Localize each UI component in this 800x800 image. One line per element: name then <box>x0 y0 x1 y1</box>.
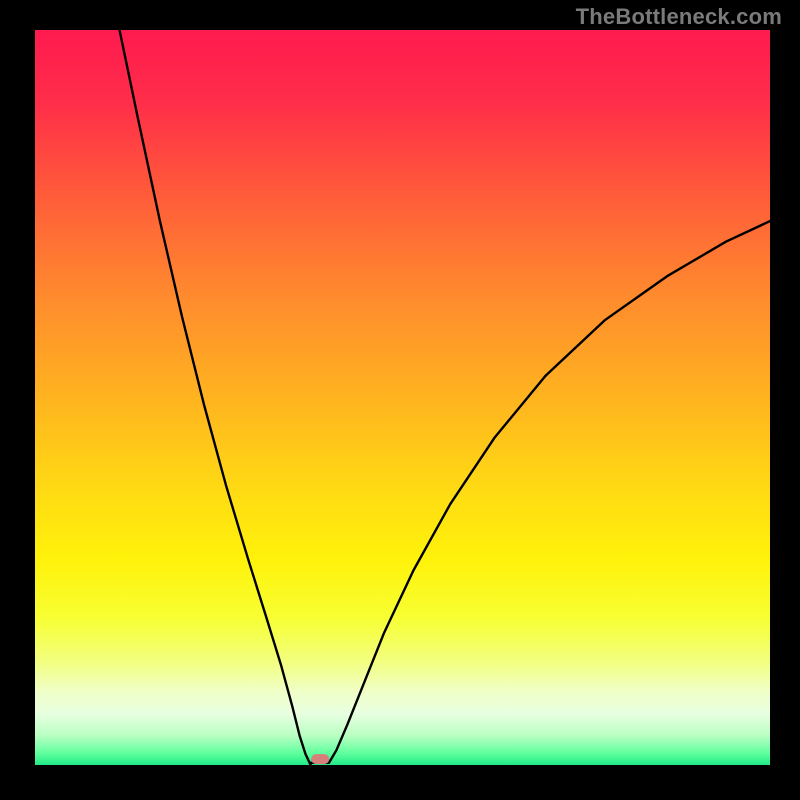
bottleneck-chart-frame: TheBottleneck.com <box>0 0 800 800</box>
plot-background <box>35 30 770 765</box>
optimal-point-marker <box>311 754 329 764</box>
bottleneck-curve-plot <box>0 0 800 800</box>
